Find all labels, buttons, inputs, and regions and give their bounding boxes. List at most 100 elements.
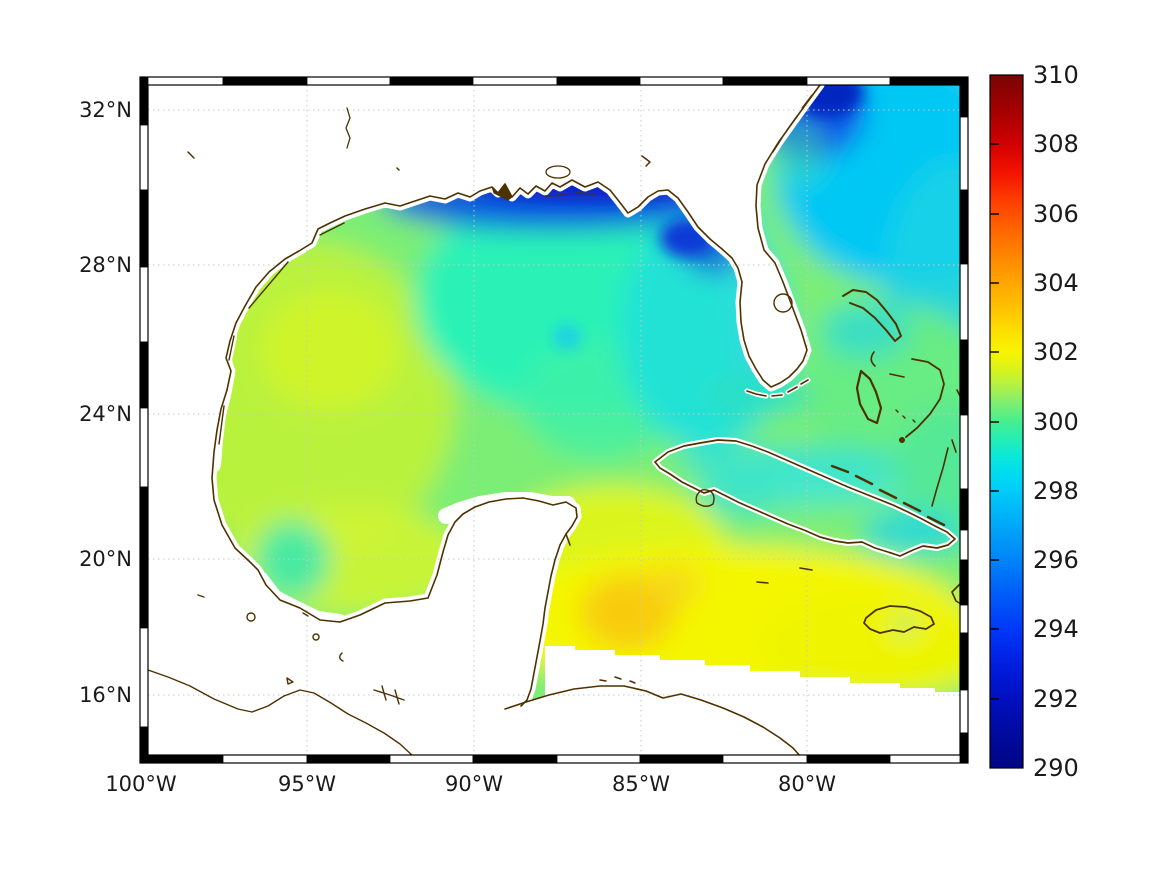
- frame-segment-right: [959, 632, 969, 691]
- frame-segment-right: [959, 604, 969, 634]
- cayman-islands: [756, 567, 813, 584]
- frame-segment-top: [306, 76, 391, 86]
- frame-segment-left: [139, 266, 149, 343]
- lat-tick-label: 16°N: [79, 683, 132, 707]
- axis-labels: 32°N 28°N 24°N 20°N 16°N 100°W 95°W 90°W…: [79, 98, 836, 796]
- colorbar-tick-label: 294: [1033, 615, 1079, 643]
- frame-segment-left: [139, 407, 149, 488]
- colorbar-tick-label: 302: [1033, 338, 1079, 366]
- colorbar-tick-label: 304: [1033, 269, 1079, 297]
- frame-segment-right: [959, 189, 969, 265]
- map-shape: [878, 488, 898, 500]
- map-shape: [302, 612, 309, 617]
- colorbar-tick-label: 308: [1033, 130, 1079, 158]
- bahamas: [842, 289, 963, 507]
- frame-segment-left: [139, 486, 149, 629]
- cozumel: [565, 533, 571, 546]
- map-shape: [760, 590, 960, 700]
- frame-segment-bottom: [306, 754, 391, 764]
- colorbar-tick-label: 290: [1033, 754, 1079, 782]
- lat-tick-label: 24°N: [79, 402, 132, 426]
- lat-tick-label: 32°N: [79, 98, 132, 122]
- frame-segment-right: [959, 263, 969, 341]
- frame-segment-right: [959, 76, 969, 118]
- map-shape: [855, 369, 883, 425]
- frame-corner-miter: [959, 754, 969, 764]
- frame-outer-edge: [139, 76, 969, 764]
- frame-segment-right: [959, 339, 969, 416]
- coast-cuba: [654, 439, 956, 557]
- map-shape: [339, 652, 344, 662]
- coast-jamaica: [863, 605, 935, 634]
- frame-segment-bottom: [722, 754, 808, 764]
- frame-segment-right: [959, 559, 969, 606]
- coastlines: [147, 84, 963, 758]
- map-shape: [905, 358, 945, 438]
- frame-segment-bottom: [472, 754, 558, 764]
- frame-segment-bottom: [139, 754, 224, 764]
- no-data-south-cutoff: [545, 646, 960, 757]
- coast-hispaniola-fragment: [951, 583, 962, 605]
- frame-segment-right: [959, 116, 969, 191]
- frame-segment-bottom: [806, 754, 891, 764]
- colorbar-tick-label: 310: [1033, 61, 1079, 89]
- frame-segment-top: [556, 76, 641, 86]
- map-shape: [544, 194, 567, 197]
- colorbar-tick-label: 306: [1033, 200, 1079, 228]
- frame-segment-bottom: [389, 754, 474, 764]
- map-shape: [228, 335, 235, 361]
- frame-inner-edge: [147, 84, 961, 756]
- map-shape: [889, 373, 905, 378]
- lat-tick-label: 28°N: [79, 253, 132, 277]
- map-shape: [197, 594, 205, 598]
- map-shape: [644, 563, 700, 607]
- frame-segment-top: [722, 76, 808, 86]
- lake-okeechobee: [773, 293, 793, 313]
- map-shape: [575, 192, 595, 195]
- frame-corner-miter: [959, 76, 969, 86]
- lon-tick-label: 100°W: [105, 772, 177, 796]
- map-shape: [553, 325, 581, 349]
- frame-corner-miter: [139, 754, 149, 764]
- lon-tick-label: 95°W: [278, 772, 336, 796]
- lon-tick-label: 85°W: [612, 772, 670, 796]
- lon-tick-label: 90°W: [445, 772, 503, 796]
- coast-pacific-mexico: [147, 669, 415, 758]
- lon-tick-label: 80°W: [778, 772, 836, 796]
- frame-segment-right: [959, 529, 969, 561]
- colorbar: 310 308 306 304 302 300 298 296 294 292 …: [989, 61, 1079, 782]
- frame-segment-top: [472, 76, 558, 86]
- frame-segment-top: [139, 76, 224, 86]
- georgia-barriers: [772, 94, 813, 153]
- frame-segment-left: [139, 189, 149, 268]
- colorbar-tick-label: 300: [1033, 408, 1079, 436]
- colorbar-tick-label: 296: [1033, 546, 1079, 574]
- frame-segment-left: [139, 726, 149, 764]
- map-shape: [870, 351, 876, 367]
- frame-segment-bottom: [639, 754, 724, 764]
- map-shape: [319, 222, 345, 236]
- map-shape: [895, 409, 916, 423]
- map-shape: [830, 464, 850, 474]
- map-shape: [842, 289, 902, 342]
- map-shape: [899, 437, 905, 443]
- frame-segment-bottom: [222, 754, 308, 764]
- map-shape: [312, 633, 320, 641]
- graticule: [148, 85, 960, 755]
- map-shape: [286, 677, 294, 685]
- frame-segment-top: [639, 76, 724, 86]
- mississippi-delta: [491, 183, 513, 201]
- frame-segment-right: [959, 689, 969, 734]
- map-shape: [902, 501, 922, 513]
- colorbar-ticks: [990, 143, 999, 700]
- coast-us-gulf-atlantic: [211, 84, 821, 707]
- frame-segment-right: [959, 488, 969, 531]
- frame-segment-left: [139, 341, 149, 409]
- map-shape: [248, 261, 289, 309]
- campeche-islets: [197, 594, 405, 705]
- frame-segment-bottom: [556, 754, 641, 764]
- map-shape: [854, 474, 874, 486]
- frame-segment-left: [139, 124, 149, 191]
